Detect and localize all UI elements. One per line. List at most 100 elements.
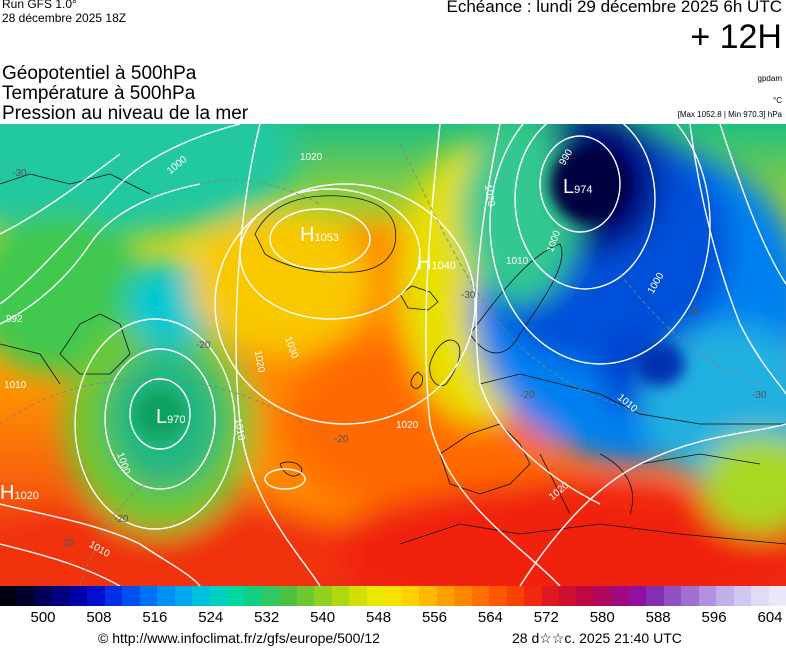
- color-swatch: [524, 586, 542, 606]
- generated-timestamp: 28 d☆☆c. 2025 21:40 UTC: [512, 630, 682, 646]
- low-center-970: L970: [156, 406, 186, 428]
- color-swatch: [576, 586, 594, 606]
- map-labels: H1053 H1040 L974 L970 H1020 1020 1020 10…: [0, 124, 786, 586]
- pressure-range: [Max 1052.8 | Min 970.3] hPa: [677, 110, 782, 119]
- color-legend-label: 556: [421, 609, 447, 626]
- color-swatch: [384, 586, 402, 606]
- isotherm-label: -30: [461, 290, 476, 301]
- isotherm-label: -30: [12, 168, 27, 179]
- color-swatch: [244, 586, 263, 606]
- color-swatch: [157, 586, 175, 606]
- color-swatch: [559, 586, 577, 606]
- color-legend-label: 516: [142, 609, 168, 626]
- color-swatch: [454, 586, 472, 606]
- high-center-1053: H1053: [300, 224, 339, 246]
- color-legend-label: 532: [254, 609, 280, 626]
- color-legend-label: 508: [86, 609, 112, 626]
- color-legend-label: 540: [310, 609, 336, 626]
- unit-geopotential: gpdam: [757, 74, 782, 83]
- color-swatch: [401, 586, 420, 606]
- color-swatch: [541, 586, 559, 606]
- color-swatch: [366, 586, 385, 606]
- color-swatch: [506, 586, 525, 606]
- color-legend-label: 548: [366, 609, 392, 626]
- color-legend-bar: [0, 586, 786, 606]
- color-swatch: [69, 586, 88, 606]
- isobar-label: 1010: [86, 539, 112, 560]
- color-swatch: [52, 586, 70, 606]
- color-legend-label: 588: [645, 609, 671, 626]
- color-legend-labels: 500 508 516 524 532 540 548 556 564 572 580 588 596 6…: [0, 609, 786, 627]
- color-swatch: [104, 586, 123, 606]
- color-legend-label: 500: [30, 609, 56, 626]
- color-swatch: [174, 586, 193, 606]
- color-swatch: [17, 586, 35, 606]
- color-legend-label: 524: [198, 609, 224, 626]
- isobar-label: 1000: [645, 271, 667, 296]
- color-swatch: [227, 586, 245, 606]
- color-swatch: [593, 586, 612, 606]
- isotherm-label: -20: [114, 514, 129, 525]
- color-legend-label: 572: [533, 609, 559, 626]
- color-swatch: [0, 586, 18, 606]
- color-swatch: [87, 586, 105, 606]
- color-swatch: [489, 586, 507, 606]
- isobar-label: 1020: [547, 480, 572, 503]
- isotherm-label: -20: [196, 340, 211, 351]
- weather-map: [0, 124, 786, 586]
- color-legend-label: 564: [477, 609, 503, 626]
- high-center-1020: H1020: [0, 482, 39, 504]
- isobar-label: 1010: [231, 417, 247, 442]
- color-swatch: [209, 586, 228, 606]
- color-swatch: [663, 586, 682, 606]
- color-swatch: [139, 586, 158, 606]
- color-swatch: [751, 586, 769, 606]
- color-swatch: [349, 586, 367, 606]
- isotherm-label: -20: [60, 538, 75, 549]
- isotherm-label: -30: [752, 390, 767, 401]
- unit-temperature: °C: [773, 96, 782, 105]
- color-swatch: [314, 586, 332, 606]
- color-swatch: [768, 586, 786, 606]
- color-swatch: [331, 586, 350, 606]
- forecast-lead-time: + 12H: [690, 18, 782, 56]
- isobar-label: 1010: [4, 380, 27, 391]
- isotherm-label: -20: [334, 434, 349, 445]
- color-swatch: [681, 586, 699, 606]
- color-swatch: [628, 586, 647, 606]
- color-swatch: [471, 586, 490, 606]
- color-swatch: [646, 586, 664, 606]
- color-swatch: [34, 586, 53, 606]
- isobar-label: 992: [6, 314, 23, 325]
- isobar-label: 1020: [396, 420, 419, 431]
- isotherm-label: -30: [686, 306, 701, 317]
- color-swatch: [296, 586, 315, 606]
- color-swatch: [698, 586, 717, 606]
- color-swatch: [262, 586, 280, 606]
- color-swatch: [122, 586, 140, 606]
- color-legend-label: 596: [701, 609, 727, 626]
- isobar-label: 1010: [506, 256, 529, 267]
- isobar-label: 1020: [251, 349, 267, 374]
- low-center-974: L974: [563, 176, 593, 198]
- forecast-valid-time: Echéance : lundi 29 décembre 2025 6h UTC: [446, 0, 782, 16]
- color-swatch: [716, 586, 734, 606]
- color-legend-label: 604: [757, 609, 783, 626]
- isobar-label: 1020: [300, 152, 323, 163]
- title-geopotential: Géopotentiel à 500hPa: [2, 63, 197, 84]
- isobar-label: 1010: [615, 392, 640, 415]
- title-pressure: Pression au niveau de la mer: [2, 103, 249, 124]
- color-legend-label: 580: [589, 609, 615, 626]
- title-temperature: Température à 500hPa: [2, 83, 196, 104]
- isobar-label: 1000: [114, 451, 133, 476]
- isobar-label: 990: [557, 147, 576, 168]
- color-swatch: [279, 586, 297, 606]
- run-date: 28 décembre 2025 18Z: [2, 11, 127, 25]
- high-center-1040: H1040: [417, 252, 456, 274]
- isobar-label: 1000: [165, 154, 190, 177]
- color-swatch: [419, 586, 437, 606]
- isotherm-label: -20: [520, 390, 535, 401]
- isobar-label: 1000: [545, 229, 564, 254]
- color-swatch: [436, 586, 455, 606]
- run-label: Run GFS 1.0°: [2, 0, 77, 11]
